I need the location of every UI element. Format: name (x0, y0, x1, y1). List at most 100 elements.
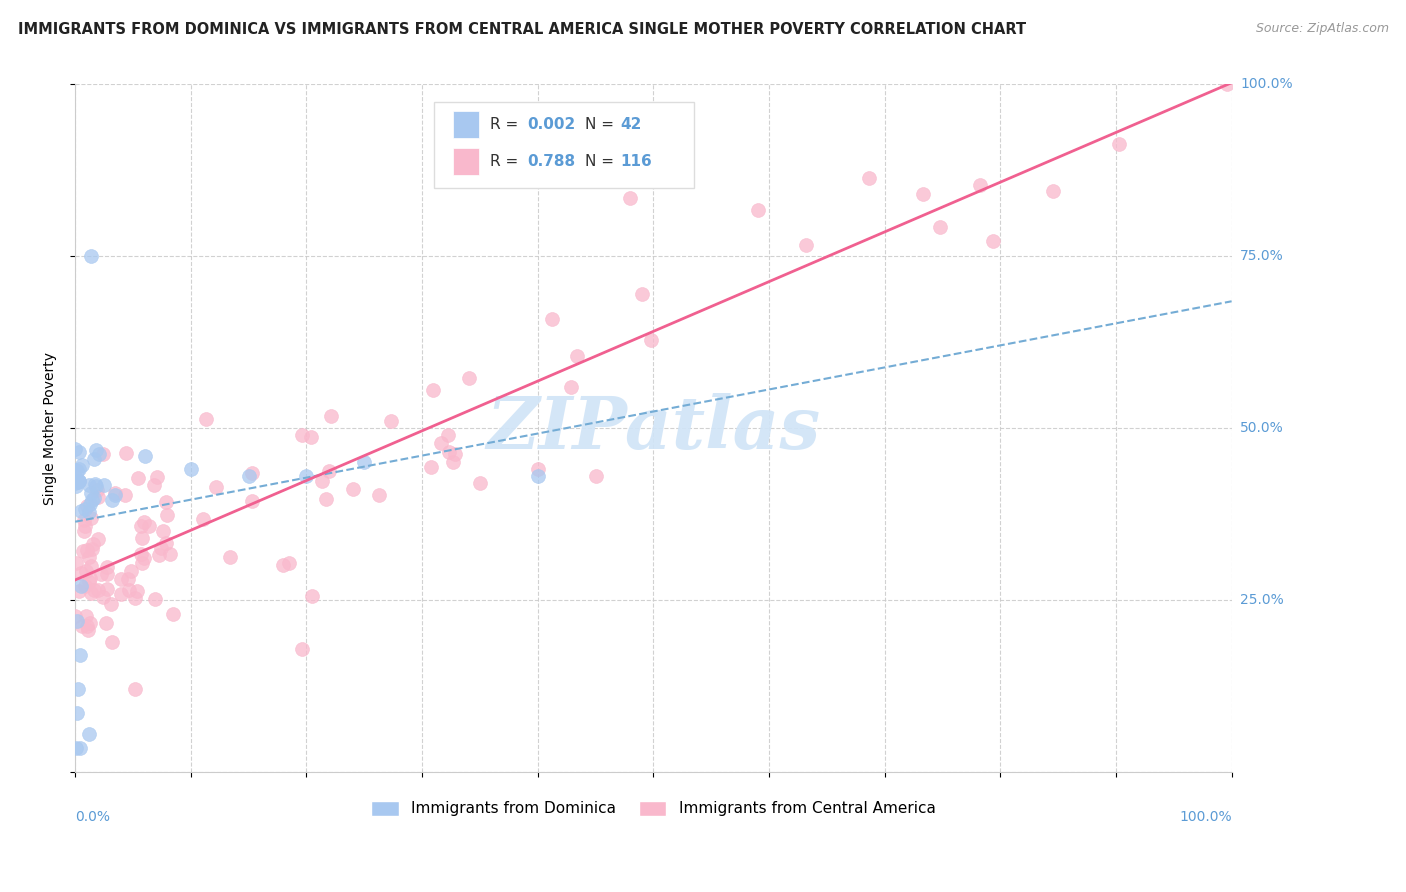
Point (1216, 78, 1239, 92)
Point (143, 591, 166, 606)
Text: 0.0%: 0.0% (75, 810, 110, 823)
Point (69, 566, 91, 580)
Point (79, 615, 101, 630)
Point (155, 495, 177, 509)
Point (70, 579, 93, 593)
Point (585, 469, 607, 483)
Point (82, 492, 104, 507)
Point (380, 414, 402, 428)
Point (72, 544, 94, 558)
Point (90, 567, 112, 582)
Point (134, 515, 156, 529)
Point (86, 443, 108, 458)
Point (66, 475, 89, 489)
Point (69, 740, 91, 755)
Point (643, 160, 665, 174)
Point (120, 564, 142, 578)
Point (290, 428, 312, 442)
FancyBboxPatch shape (453, 148, 479, 175)
Y-axis label: Single Mother Poverty: Single Mother Poverty (44, 351, 58, 505)
Point (457, 371, 479, 385)
Point (342, 483, 364, 497)
Point (110, 572, 132, 586)
Point (747, 202, 769, 217)
Point (84, 477, 107, 491)
Point (63, 609, 86, 624)
Text: ZIPatlas: ZIPatlas (486, 392, 821, 464)
Text: 116: 116 (620, 154, 651, 169)
Text: 75.0%: 75.0% (1240, 249, 1284, 263)
Text: 50.0%: 50.0% (1240, 421, 1284, 435)
Point (80, 586, 103, 600)
Point (311, 474, 333, 488)
Point (368, 488, 391, 502)
Point (79, 571, 101, 585)
Point (134, 551, 156, 566)
Point (63, 475, 86, 490)
Point (76, 543, 98, 558)
Point (80, 559, 103, 574)
Point (295, 469, 318, 483)
Point (96, 560, 118, 574)
Point (82, 536, 104, 550)
Point (89, 447, 111, 461)
Point (80, 485, 103, 500)
Point (142, 477, 165, 491)
Point (80, 542, 103, 557)
Point (420, 459, 443, 474)
Point (83, 582, 105, 597)
Point (87, 582, 110, 597)
Point (69, 445, 91, 459)
Point (93, 477, 115, 491)
Point (67, 462, 90, 476)
Point (83, 452, 105, 467)
Point (1108, 137, 1130, 152)
Text: 100.0%: 100.0% (1240, 78, 1292, 92)
Point (138, 519, 160, 533)
Point (291, 642, 314, 657)
Text: 42: 42 (620, 117, 641, 132)
Point (541, 311, 564, 326)
Point (65, 740, 87, 755)
Point (69, 503, 91, 517)
Point (72, 619, 94, 633)
Point (87, 490, 110, 504)
Point (321, 409, 343, 423)
Point (983, 234, 1005, 248)
Point (76, 624, 98, 638)
Point (444, 447, 467, 461)
Text: R =: R = (491, 117, 523, 132)
Point (794, 237, 817, 252)
Point (858, 170, 880, 185)
Point (422, 383, 444, 397)
Point (83, 491, 105, 505)
Point (195, 411, 218, 425)
Point (110, 587, 132, 601)
Point (101, 493, 124, 508)
Point (928, 220, 950, 235)
Point (299, 430, 322, 444)
Point (75, 609, 97, 624)
Point (80, 511, 103, 525)
Point (75, 518, 97, 533)
Point (80, 249, 103, 263)
Point (152, 524, 174, 538)
Point (87, 532, 110, 546)
Point (117, 573, 139, 587)
Point (129, 547, 152, 561)
Point (238, 469, 260, 483)
Text: R =: R = (491, 154, 523, 169)
Text: N =: N = (585, 154, 619, 169)
Point (278, 556, 301, 570)
Text: IMMIGRANTS FROM DOMINICA VS IMMIGRANTS FROM CENTRAL AMERICA SINGLE MOTHER POVERT: IMMIGRANTS FROM DOMINICA VS IMMIGRANTS F… (18, 22, 1026, 37)
Point (79, 575, 101, 590)
Point (75, 579, 97, 593)
Point (66, 682, 89, 697)
Point (131, 531, 153, 545)
Point (73, 513, 96, 527)
FancyBboxPatch shape (433, 102, 695, 187)
Point (191, 512, 214, 526)
Point (115, 446, 138, 460)
Point (315, 491, 337, 506)
Point (205, 480, 228, 494)
